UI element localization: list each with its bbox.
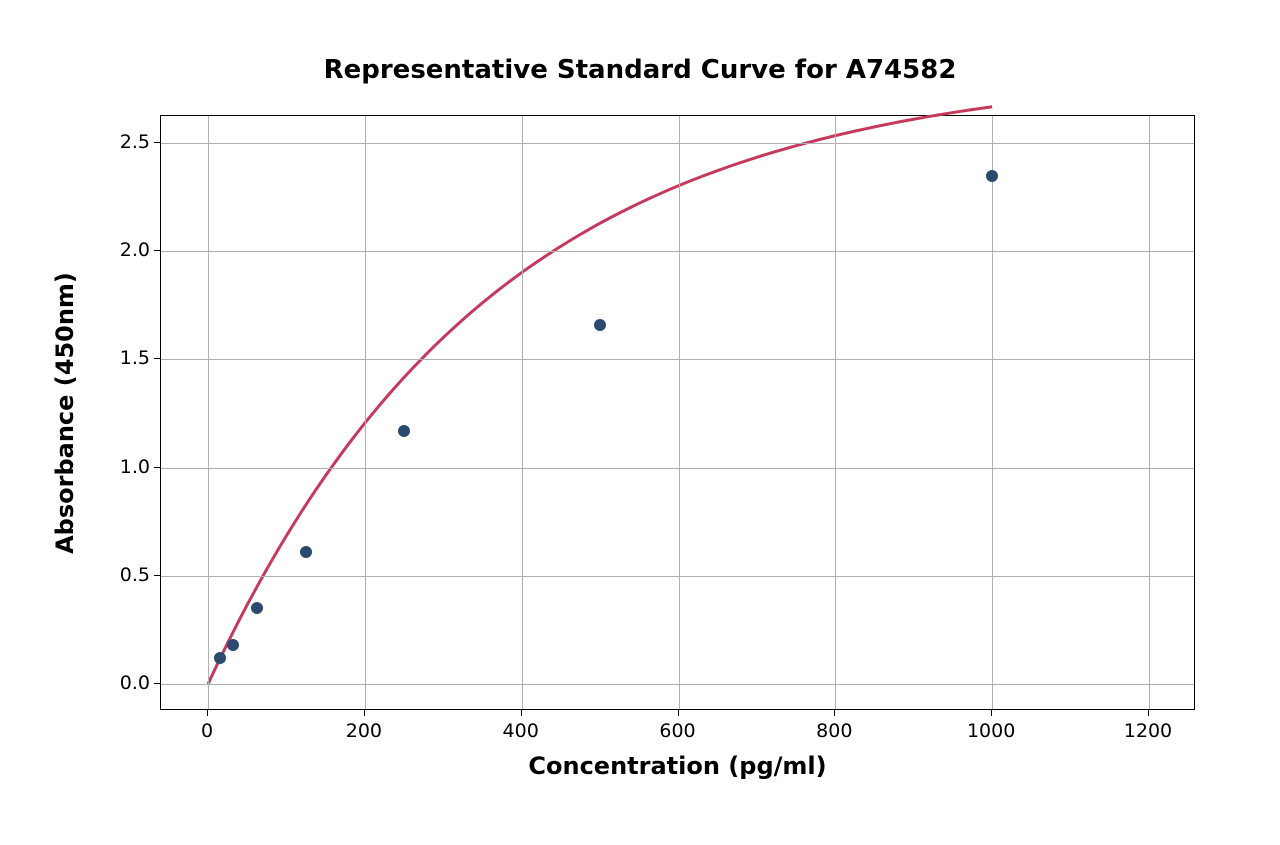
data-point [300,546,312,558]
plot-area [160,115,1195,710]
chart-title: Representative Standard Curve for A74582 [0,55,1280,85]
data-point [251,602,263,614]
x-tick-label: 800 [816,720,852,742]
x-tick [207,710,208,716]
x-tick-label: 400 [503,720,539,742]
grid-line-v [1149,116,1150,709]
chart-container: Representative Standard Curve for A74582… [0,0,1280,845]
x-tick [834,710,835,716]
grid-line-v [835,116,836,709]
grid-line-h [161,143,1194,144]
x-tick [991,710,992,716]
x-tick-label: 1200 [1124,720,1172,742]
y-tick-label: 1.5 [112,347,150,369]
grid-line-h [161,359,1194,360]
data-point [986,170,998,182]
grid-line-v [208,116,209,709]
y-tick [154,467,160,468]
y-tick-label: 0.0 [112,672,150,694]
x-tick-label: 1000 [967,720,1015,742]
y-tick-label: 2.0 [112,239,150,261]
y-tick-label: 2.5 [112,131,150,153]
data-point [214,652,226,664]
data-point [398,425,410,437]
grid-line-h [161,251,1194,252]
x-tick [1148,710,1149,716]
y-axis-label: Absorbance (450nm) [51,272,79,554]
y-tick-label: 0.5 [112,564,150,586]
grid-line-h [161,576,1194,577]
x-tick-label: 600 [659,720,695,742]
x-tick-label: 0 [201,720,213,742]
grid-line-v [679,116,680,709]
x-tick [521,710,522,716]
y-tick [154,683,160,684]
grid-line-h [161,684,1194,685]
y-tick [154,358,160,359]
grid-line-h [161,468,1194,469]
grid-line-v [522,116,523,709]
grid-line-v [365,116,366,709]
curve-svg [161,116,1194,709]
y-tick [154,142,160,143]
x-tick-label: 200 [346,720,382,742]
y-tick-label: 1.0 [112,456,150,478]
data-point [227,639,239,651]
x-tick [678,710,679,716]
data-point [594,319,606,331]
y-tick [154,575,160,576]
y-tick [154,250,160,251]
fit-curve [208,107,992,684]
grid-line-v [992,116,993,709]
x-axis-label: Concentration (pg/ml) [528,752,826,780]
x-tick [364,710,365,716]
